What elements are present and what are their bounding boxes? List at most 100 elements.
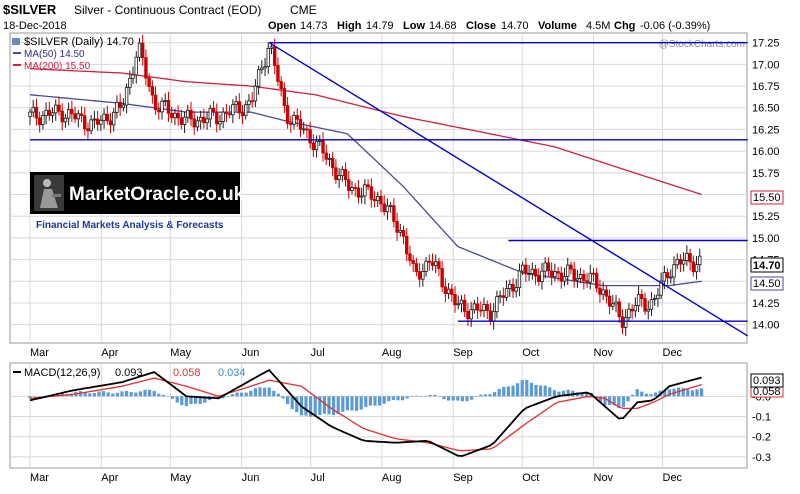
macd-histogram-bar [447,396,451,401]
candle-body [150,86,155,96]
macd-histogram-bar [580,392,584,397]
candle-body [234,101,238,106]
candle-body [247,100,251,106]
candle-body [224,111,229,115]
candle-body [221,111,225,122]
macd-histogram-bar [28,396,32,399]
legend-ma200: MA(200) 15.50 [24,61,91,72]
candle-body [314,141,319,151]
candle-body [553,271,557,278]
candle-body [652,298,657,301]
candle-body [60,110,64,123]
macd-month-label: Jul [311,472,325,484]
badge-price-box [750,257,784,273]
candle-body [37,117,42,126]
candle-body [89,119,93,132]
candle-body [430,261,435,266]
macd-histogram-bar [226,396,230,397]
candle-body [607,295,612,307]
macd-histogram-bar [465,396,469,402]
macd-histogram-bar [322,396,326,414]
candle-body [488,310,493,322]
candle-body [147,77,151,88]
macd-histogram-bar [667,389,671,397]
candle-body [520,264,525,272]
macd-histogram-bar [483,394,487,397]
candle-body [662,272,667,282]
macd-month-label: Apr [101,472,118,484]
candle-body [169,112,174,119]
macd-histogram-bar [695,389,699,397]
ma50-line [29,94,702,287]
macd-histogram-bar [368,396,372,406]
macd-line-layer [29,368,702,457]
macd-histogram-bar [373,396,377,406]
candle-body [462,299,467,312]
candle-body [279,80,283,89]
macd-histogram-bar [258,387,262,397]
candle-body [102,113,106,121]
candle-body [163,100,167,102]
candle-body [112,111,116,126]
candle-body [166,100,171,114]
macd-histogram-bar [267,387,271,397]
candle-body [186,109,190,118]
candle-body [366,184,370,188]
candle-body [611,303,615,307]
candle-body [356,187,361,198]
candle-body [414,263,419,272]
candle-body [137,42,142,58]
candle-body [73,113,77,120]
macd-histogram-bar [640,391,644,397]
macd-histogram-bar [410,396,414,397]
candle-body [546,262,551,272]
macd-histogram-bar [543,385,547,397]
candle-body [157,109,161,113]
macd-histogram-bar [562,390,566,397]
macd-histogram-bar [281,396,285,399]
candle-body [440,268,444,288]
candle-body [121,104,126,108]
macd-histogram-bar [115,392,119,397]
candle-body [665,272,670,279]
macd-histogram-bar [534,384,538,397]
candle-body [289,123,293,125]
candle-body [540,270,544,282]
candle-body [475,303,480,311]
logo-tagline: Financial Markets Analysis & Forecasts [36,220,224,231]
candle-body [504,288,509,298]
macd-histogram-bar [37,396,41,397]
macd-histogram-bar [603,396,607,406]
macd-histogram-bar [184,396,188,407]
macd-histogram-bar [460,396,464,402]
badge-macd-box [750,373,784,388]
candle-body [382,203,386,213]
macd-histogram-bar [148,389,152,397]
macd-month-label: Aug [382,472,402,484]
macd-histogram-bar [479,394,483,397]
candle-body [411,260,415,264]
candle-body [495,296,499,313]
macd-histogram-bar [134,392,138,397]
macd-histogram-bar [401,396,405,401]
macd-histogram-bar [700,388,704,397]
macd-histogram-bar [621,396,625,407]
month-label: Aug [382,347,402,359]
chart-title: Silver - Continuous Contract (EOD) [74,3,261,17]
candle-body [446,288,451,295]
macd-histogram-bar [359,396,363,410]
candle-body [298,118,303,130]
month-label: Jul [311,347,325,359]
month-label: Dec [663,347,683,359]
candle-body [153,94,158,111]
candle-body [501,295,506,298]
candle-body [636,294,641,306]
candle-body [569,264,573,270]
candle-body [450,288,454,295]
candle-body [205,118,209,124]
candle-layer [28,34,702,336]
macd-histogram-bar [235,392,239,397]
candle-body [549,270,554,278]
price-tick-label: 15.75 [752,168,780,180]
